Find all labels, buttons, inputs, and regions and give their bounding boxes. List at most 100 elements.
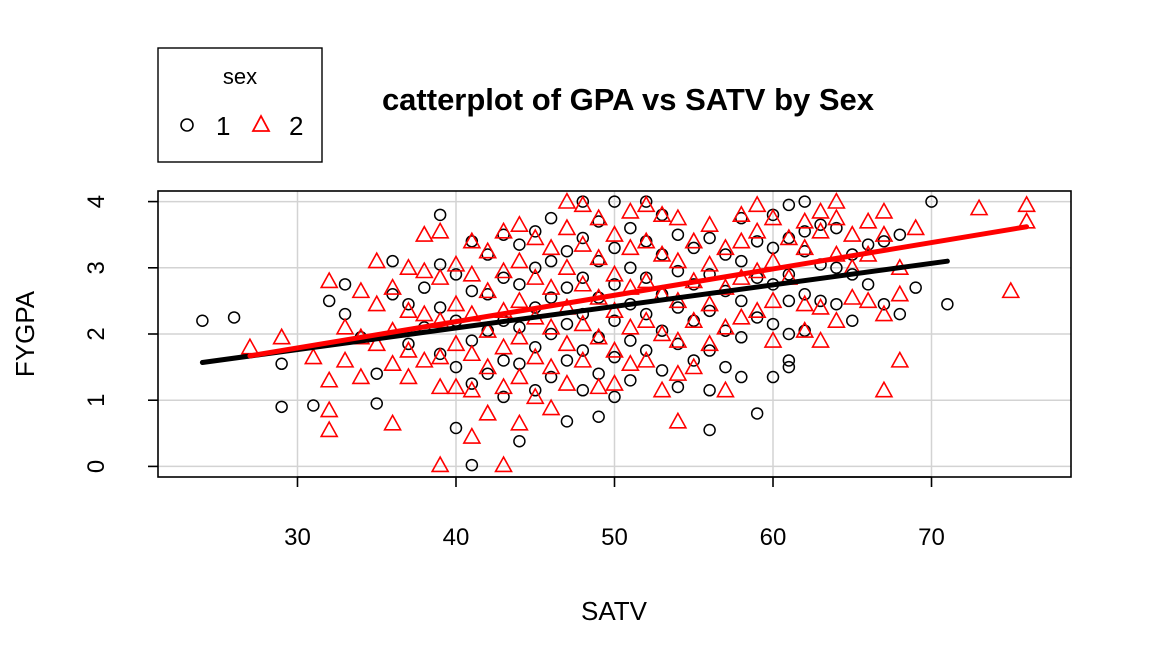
point-s2-55 xyxy=(510,251,529,269)
point-s1-17 xyxy=(433,208,447,222)
point-s2-159 xyxy=(874,380,894,398)
point-s1-51 xyxy=(544,291,558,304)
point-s1-10 xyxy=(370,397,383,410)
point-s2-146 xyxy=(827,191,846,209)
point-s2-134 xyxy=(763,291,783,309)
y-tick-label-3: 3 xyxy=(83,261,110,274)
point-s1-78 xyxy=(624,261,637,275)
point-s1-45 xyxy=(528,261,542,275)
point-s1-96 xyxy=(671,380,685,394)
point-s1-6 xyxy=(338,278,352,291)
trend-line-2 xyxy=(247,224,1030,359)
point-s2-96 xyxy=(636,195,656,213)
x-tick-label-4: 70 xyxy=(918,524,945,551)
point-s2-131 xyxy=(747,301,767,319)
point-s2-26 xyxy=(414,350,434,368)
point-s2-15 xyxy=(383,278,402,295)
point-s2-115 xyxy=(684,357,704,375)
point-s1-124 xyxy=(766,370,780,384)
point-s2-46 xyxy=(478,357,498,375)
point-s2-7 xyxy=(335,317,355,335)
point-s1-25 xyxy=(465,235,479,248)
point-s2-87 xyxy=(605,264,624,282)
point-s2-6 xyxy=(319,420,339,438)
point-s1-58 xyxy=(560,415,574,428)
point-s2-44 xyxy=(478,281,498,299)
point-s2-104 xyxy=(652,324,672,342)
point-s2-119 xyxy=(700,334,719,352)
x-tick-label-2: 50 xyxy=(601,524,628,551)
point-s2-152 xyxy=(842,287,862,305)
point-s2-37 xyxy=(462,231,482,249)
point-s1-147 xyxy=(861,278,875,291)
series-2 xyxy=(240,191,1036,473)
y-tick-label-2: 2 xyxy=(83,327,110,340)
point-s2-74 xyxy=(557,334,577,352)
point-s2-138 xyxy=(795,211,815,229)
point-s1-21 xyxy=(449,268,463,281)
point-s2-141 xyxy=(795,321,815,338)
point-s2-76 xyxy=(573,195,593,213)
point-s1-70 xyxy=(592,410,605,424)
point-s2-69 xyxy=(541,398,561,416)
point-s2-56 xyxy=(510,291,529,309)
point-s2-166 xyxy=(1017,195,1036,213)
point-s2-77 xyxy=(573,234,593,252)
point-s1-37 xyxy=(497,354,510,367)
point-s2-4 xyxy=(319,370,339,388)
point-s2-66 xyxy=(541,278,561,295)
point-s1-40 xyxy=(513,278,526,291)
point-s2-23 xyxy=(414,225,434,242)
point-s2-92 xyxy=(620,238,640,256)
point-s2-19 xyxy=(399,258,418,275)
point-s1-47 xyxy=(528,340,542,354)
point-s2-42 xyxy=(462,426,482,444)
axis-layer: 30 40 50 60 70 0 1 2 3 4 xyxy=(83,195,945,551)
point-s2-149 xyxy=(827,311,846,328)
point-s2-71 xyxy=(557,218,577,236)
point-s1-14 xyxy=(402,337,415,351)
point-s1-64 xyxy=(576,384,590,397)
point-s1-76 xyxy=(608,390,621,404)
point-s2-49 xyxy=(494,261,513,279)
point-s2-5 xyxy=(319,400,339,418)
point-s2-85 xyxy=(589,377,609,395)
point-s1-44 xyxy=(528,225,542,238)
point-s1-136 xyxy=(798,324,811,337)
point-s2-45 xyxy=(478,321,498,338)
point-s2-161 xyxy=(890,284,910,302)
y-tick-label-4: 4 xyxy=(83,195,110,208)
point-s2-58 xyxy=(510,367,529,385)
point-s2-68 xyxy=(541,357,561,375)
legend-box xyxy=(157,47,323,163)
point-s2-128 xyxy=(747,195,767,213)
point-s2-0 xyxy=(240,337,260,355)
point-s2-29 xyxy=(430,311,450,328)
point-s1-29 xyxy=(465,458,479,472)
point-s1-126 xyxy=(782,231,796,245)
point-s2-20 xyxy=(399,301,418,319)
x-tick-label-0: 30 xyxy=(284,524,311,551)
point-s2-38 xyxy=(462,264,482,282)
point-s2-31 xyxy=(430,377,450,395)
point-s2-86 xyxy=(605,225,624,242)
point-s2-88 xyxy=(605,301,624,319)
point-s1-145 xyxy=(846,314,859,328)
point-s2-60 xyxy=(525,228,545,246)
point-s1-83 xyxy=(639,235,653,248)
point-s1-4 xyxy=(307,399,320,412)
point-s2-28 xyxy=(430,268,450,285)
series-1 xyxy=(196,195,954,472)
point-s1-152 xyxy=(909,281,922,294)
point-s2-94 xyxy=(620,317,640,335)
x-axis-label: SATV xyxy=(581,596,648,626)
point-s1-1 xyxy=(227,311,241,324)
point-s1-57 xyxy=(560,354,574,367)
point-s2-156 xyxy=(874,201,894,219)
point-s1-2 xyxy=(275,357,288,371)
point-s2-47 xyxy=(478,403,498,421)
point-s1-135 xyxy=(798,288,811,301)
point-s1-50 xyxy=(544,254,558,268)
point-s2-97 xyxy=(636,231,656,249)
point-s1-114 xyxy=(735,331,748,344)
